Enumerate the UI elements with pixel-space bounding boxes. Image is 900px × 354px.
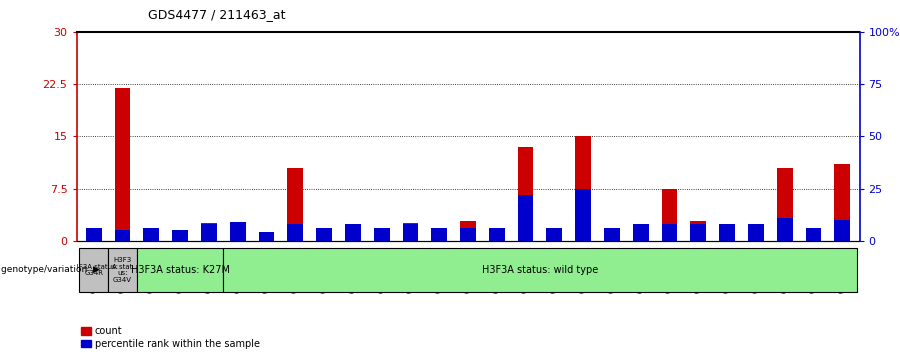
Bar (633, 228, 649, 241)
Bar (287, 167, 303, 241)
Text: H3F3A status:
G34R: H3F3A status: G34R (69, 264, 118, 276)
Bar (230, 228, 246, 241)
Bar (575, 136, 591, 241)
Bar (748, 232, 764, 241)
Bar (546, 228, 562, 241)
Bar (201, 223, 217, 241)
Bar (690, 224, 707, 241)
Bar (172, 237, 188, 241)
Bar (834, 164, 850, 241)
Text: GDS4477 / 211463_at: GDS4477 / 211463_at (148, 8, 286, 21)
Bar (258, 239, 274, 241)
Bar (108, 248, 137, 292)
Text: genotype/variation  ▶: genotype/variation ▶ (1, 266, 100, 274)
Bar (575, 188, 591, 241)
Bar (460, 228, 476, 241)
Bar (633, 224, 649, 241)
Bar (316, 240, 332, 241)
Bar (172, 230, 188, 241)
Bar (143, 236, 159, 241)
Bar (489, 228, 505, 241)
Bar (690, 221, 707, 241)
Bar (719, 224, 735, 241)
Bar (431, 228, 447, 241)
Text: H3F3A status: wild type: H3F3A status: wild type (482, 265, 598, 275)
Bar (345, 224, 361, 241)
Bar (806, 228, 822, 241)
Bar (230, 222, 246, 241)
Bar (402, 223, 418, 241)
Bar (258, 232, 274, 241)
Bar (834, 220, 850, 241)
Bar (777, 218, 793, 241)
Bar (143, 228, 159, 241)
Bar (402, 224, 418, 241)
Bar (777, 167, 793, 241)
Bar (287, 224, 303, 241)
Bar (201, 224, 217, 241)
Bar (604, 230, 620, 241)
Bar (662, 224, 678, 241)
Legend: count, percentile rank within the sample: count, percentile rank within the sample (81, 326, 260, 349)
Bar (518, 147, 534, 241)
Bar (431, 230, 447, 241)
Bar (374, 230, 390, 241)
Bar (223, 248, 857, 292)
Bar (489, 237, 505, 241)
Bar (114, 87, 130, 241)
Bar (345, 226, 361, 241)
Bar (662, 188, 678, 241)
Bar (806, 238, 822, 241)
Bar (374, 228, 390, 241)
Bar (518, 195, 534, 241)
Bar (604, 228, 620, 241)
Bar (719, 230, 735, 241)
Bar (86, 235, 102, 241)
Bar (748, 224, 764, 241)
Text: H3F3A status: K27M: H3F3A status: K27M (130, 265, 230, 275)
Text: H3F3
A stat
us:
G34V: H3F3 A stat us: G34V (112, 257, 132, 283)
Bar (114, 230, 130, 241)
Bar (546, 232, 562, 241)
Bar (460, 221, 476, 241)
Bar (137, 248, 223, 292)
Bar (79, 248, 108, 292)
Bar (86, 228, 102, 241)
Bar (316, 228, 332, 241)
